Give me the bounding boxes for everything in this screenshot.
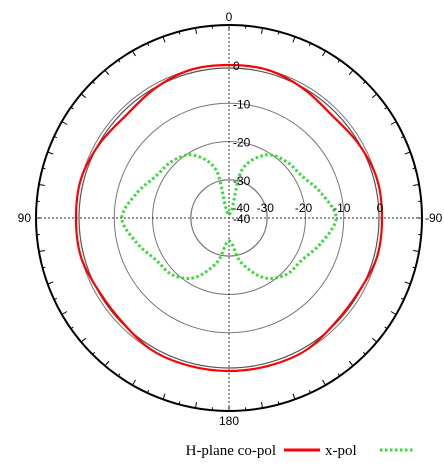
- polar-grid: [35, 24, 423, 412]
- degree-tick: [413, 249, 420, 253]
- degree-tick: [70, 106, 74, 110]
- degree-tick: [404, 151, 411, 155]
- degree-tick: [404, 281, 411, 285]
- degree-tick: [390, 121, 397, 125]
- degree-tick: [80, 337, 87, 343]
- degree-tick: [400, 297, 405, 301]
- degree-tick: [38, 249, 45, 253]
- degree-tick: [348, 69, 354, 76]
- angle-label-bottom: 180: [219, 414, 239, 428]
- horizontal-tick-label: -20: [295, 201, 313, 215]
- degree-tick: [146, 389, 150, 394]
- chart-traces: [74, 63, 384, 373]
- angle-label-left: 90: [18, 211, 32, 225]
- degree-tick: [132, 379, 136, 386]
- degree-tick: [277, 401, 280, 405]
- degree-tick: [412, 167, 416, 170]
- radial-tick-label: -30: [233, 174, 251, 188]
- horizontal-tick-label: 0: [377, 201, 384, 215]
- degree-tick: [104, 360, 110, 367]
- series-line-x-pol: [120, 153, 338, 280]
- degree-tick: [371, 337, 378, 343]
- degree-tick: [371, 93, 378, 99]
- degree-tick: [47, 281, 54, 285]
- radial-tick-label: 0: [233, 59, 240, 73]
- degree-tick: [260, 27, 264, 34]
- horizontal-tick-label: -40: [232, 201, 250, 215]
- grid-circle: [113, 102, 345, 334]
- degree-tick: [162, 36, 166, 43]
- degree-tick: [277, 31, 280, 35]
- degree-tick: [42, 266, 46, 269]
- degree-tick: [412, 266, 416, 269]
- degree-tick: [53, 135, 58, 139]
- degree-tick: [178, 31, 181, 35]
- degree-tick: [362, 81, 366, 85]
- angle-label-top: 0: [226, 10, 233, 24]
- degree-tick: [92, 351, 96, 355]
- legend-label-x-pol: x-pol: [325, 443, 357, 459]
- degree-tick: [42, 167, 46, 170]
- degree-tick: [390, 311, 397, 315]
- degree-tick: [384, 106, 388, 110]
- degree-tick: [38, 183, 45, 187]
- degree-tick: [53, 297, 58, 301]
- radial-tick-label: -20: [233, 136, 251, 150]
- degree-tick: [413, 183, 420, 187]
- degree-tick: [194, 27, 198, 34]
- angle-label-right: -90: [425, 211, 443, 225]
- grid-circle-inner: [190, 179, 268, 257]
- degree-tick: [400, 135, 405, 139]
- degree-tick: [92, 81, 96, 85]
- degree-tick: [61, 311, 68, 315]
- degree-tick: [308, 42, 312, 47]
- degree-tick: [178, 401, 181, 405]
- degree-tick: [117, 373, 121, 377]
- radial-tick-label: -40: [233, 212, 251, 226]
- degree-tick: [61, 121, 68, 125]
- radial-tick-label: -10: [233, 97, 251, 111]
- chart-legend: H-plane co-pol x-pol: [186, 443, 413, 459]
- degree-tick: [260, 402, 264, 409]
- degree-tick: [70, 326, 74, 330]
- horizontal-tick-label: -10: [333, 201, 351, 215]
- horizontal-tick-label: -30: [257, 201, 275, 215]
- degree-tick: [337, 59, 341, 63]
- degree-tick: [47, 151, 54, 155]
- degree-tick: [348, 360, 354, 367]
- reference-circle: [78, 67, 380, 369]
- degree-tick: [104, 69, 110, 76]
- chart-labels: 0 90 -90 180 0 -10 -20 -30 -40-40 -30 -20 -10 0: [18, 10, 443, 428]
- degree-tick: [117, 59, 121, 63]
- degree-tick: [308, 389, 312, 394]
- degree-tick: [292, 393, 296, 400]
- degree-tick: [322, 379, 326, 386]
- degree-tick: [146, 42, 150, 47]
- degree-tick: [80, 93, 87, 99]
- degree-tick: [162, 393, 166, 400]
- degree-tick: [384, 326, 388, 330]
- degree-tick: [292, 36, 296, 43]
- degree-tick: [132, 50, 136, 57]
- series-line-co-pol: [74, 63, 384, 373]
- legend-label-co-pol: H-plane co-pol: [186, 443, 276, 459]
- degree-tick: [194, 402, 198, 409]
- degree-tick: [337, 373, 341, 377]
- degree-tick: [362, 351, 366, 355]
- degree-tick: [322, 50, 326, 57]
